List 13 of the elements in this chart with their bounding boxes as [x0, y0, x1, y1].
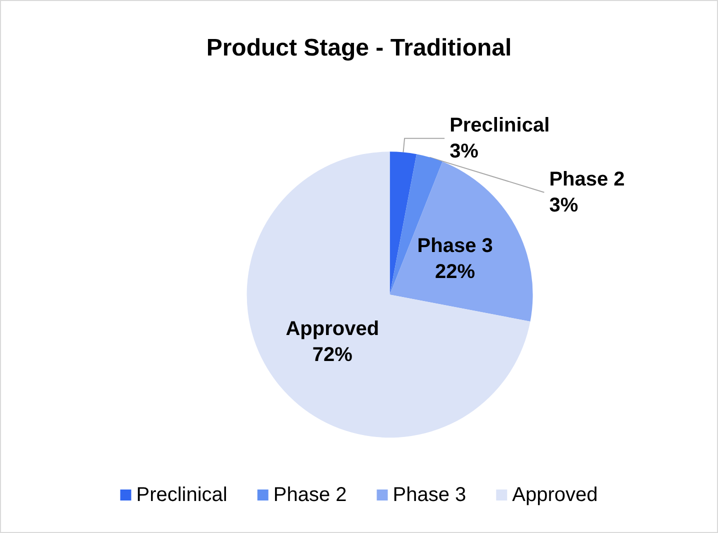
chart-title: Product Stage - Traditional [206, 34, 512, 62]
data-label: 22% [435, 260, 476, 283]
legend-label: Phase 2 [273, 484, 347, 506]
slice-label: Phase 2 [549, 168, 625, 190]
data-label: 72% [312, 344, 353, 366]
data-label: 3% [549, 194, 578, 216]
slice-label: Approved [286, 318, 380, 340]
legend-label: Preclinical [136, 484, 228, 506]
legend-label: Phase 3 [392, 484, 466, 506]
data-label: 3% [450, 140, 479, 162]
slice-label: Preclinical [450, 114, 550, 136]
slice-label: Phase 3 [417, 234, 493, 257]
legend-label: Approved [512, 484, 598, 506]
